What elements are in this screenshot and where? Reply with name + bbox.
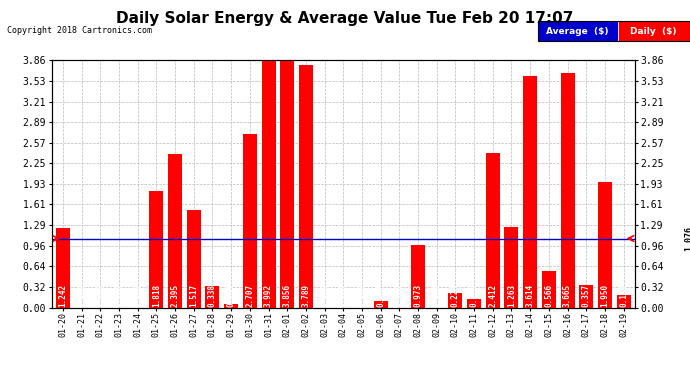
Text: 0.054: 0.054 [226,284,236,307]
Text: 0.338: 0.338 [208,284,217,307]
Text: 0.000: 0.000 [339,284,348,307]
Text: 0.000: 0.000 [77,284,86,307]
Bar [598,183,612,308]
Bar [187,210,201,308]
Text: 3.992: 3.992 [264,284,273,307]
Bar [486,153,500,308]
Text: 1.263: 1.263 [507,284,516,307]
Text: Average  ($): Average ($) [546,27,609,36]
Text: 0.000: 0.000 [357,284,366,307]
Text: 0.357: 0.357 [582,284,591,307]
Text: 0.223: 0.223 [451,284,460,307]
Text: 1.076: 1.076 [0,226,2,251]
Text: 0.000: 0.000 [96,284,105,307]
Text: 3.665: 3.665 [563,284,572,307]
Text: 1.076: 1.076 [684,226,690,251]
Bar [150,191,164,308]
Text: Daily  ($): Daily ($) [630,27,677,36]
Text: 3.614: 3.614 [526,284,535,307]
Text: 2.412: 2.412 [489,284,497,307]
Text: 2.395: 2.395 [170,284,179,307]
Text: 0.000: 0.000 [432,284,441,307]
Text: 0.000: 0.000 [320,284,329,307]
Bar [523,76,537,307]
Text: Daily Solar Energy & Average Value Tue Feb 20 17:07: Daily Solar Energy & Average Value Tue F… [117,11,573,26]
Text: 1.517: 1.517 [189,284,198,307]
Text: 3.789: 3.789 [302,284,310,307]
Bar [617,296,631,307]
Text: 0.000: 0.000 [115,284,124,307]
Text: 0.566: 0.566 [544,284,553,307]
Text: 0.000: 0.000 [395,284,404,307]
Bar [467,300,481,307]
Bar [56,228,70,308]
Bar [448,293,462,308]
Text: 0.188: 0.188 [619,284,628,307]
Text: 0.973: 0.973 [413,284,422,307]
Text: 1.242: 1.242 [59,284,68,307]
Text: 2.707: 2.707 [246,284,255,307]
Bar [411,245,425,308]
Text: 0.125: 0.125 [470,284,479,307]
Text: 0.000: 0.000 [133,284,142,307]
Bar [579,285,593,308]
Bar [299,64,313,308]
Text: 3.856: 3.856 [283,284,292,307]
Bar [206,286,219,308]
Text: Copyright 2018 Cartronics.com: Copyright 2018 Cartronics.com [7,26,152,35]
Bar [262,51,275,308]
Bar [168,154,182,308]
Bar [224,304,238,307]
Text: 1.818: 1.818 [152,284,161,307]
Bar [504,226,518,308]
Text: 1.950: 1.950 [600,284,609,307]
Bar [560,72,575,308]
Bar [542,271,556,308]
Bar [374,301,388,307]
Bar [243,134,257,308]
Text: 0.097: 0.097 [376,284,385,307]
Bar [280,60,294,308]
